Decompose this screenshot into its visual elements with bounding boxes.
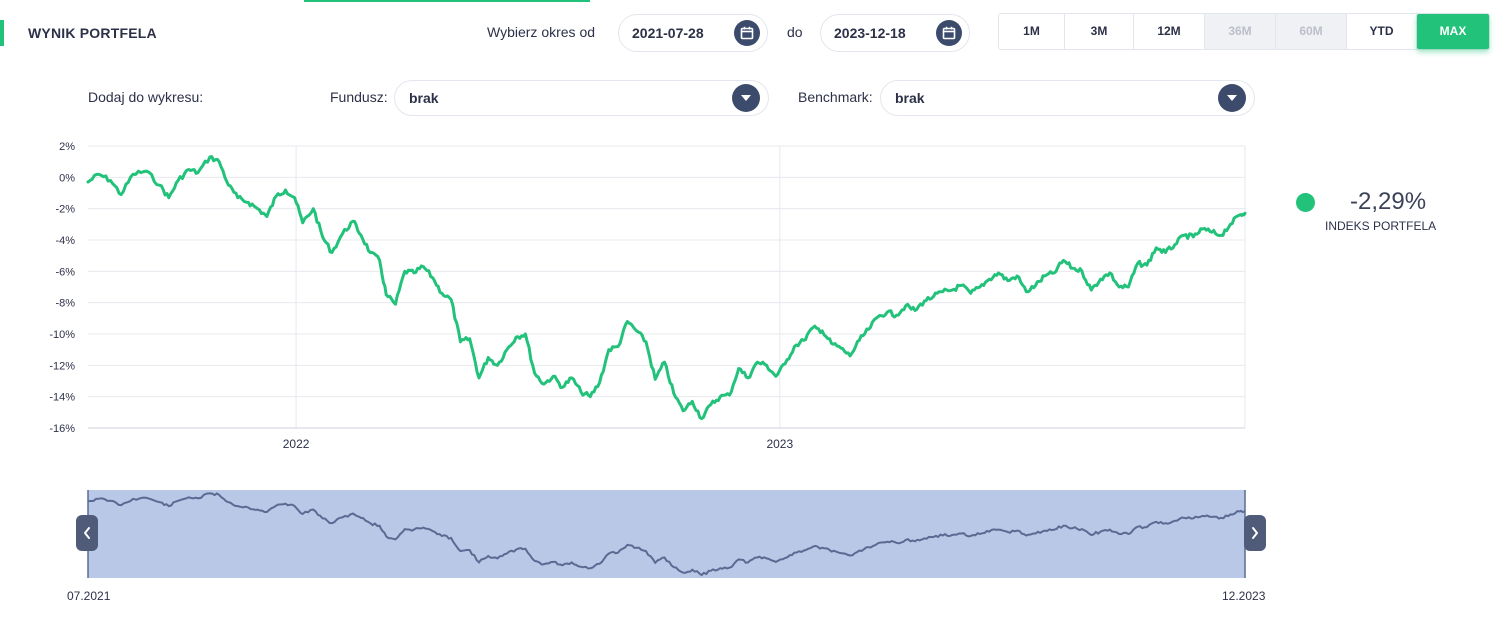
date-from-field[interactable]: 2021-07-28 [618,14,768,52]
benchmark-select[interactable]: brak [880,80,1255,116]
y-tick-label: -14% [49,392,75,404]
navigator-start-label: 07.2021 [67,589,111,603]
title-accent-bar [0,20,4,46]
period-button-max[interactable]: MAX [1417,14,1489,49]
chevron-right-icon [1252,527,1258,539]
date-to-value: 2023-12-18 [834,25,906,41]
fund-select-value: brak [409,90,439,106]
fund-select[interactable]: brak [394,80,769,116]
period-button-3m[interactable]: 3M [1065,14,1134,49]
fund-label: Fundusz: [330,89,388,105]
benchmark-label: Benchmark: [798,89,873,105]
legend-value: -2,29% [1350,188,1427,215]
handle-body [76,515,98,551]
navigator-selection [88,490,1245,578]
period-button-group: 1M 3M 12M 36M 60M YTD MAX [998,13,1490,50]
y-tick-label: -2% [55,204,75,216]
handle-body [1244,515,1266,551]
period-button-ytd[interactable]: YTD [1347,14,1417,49]
date-from-value: 2021-07-28 [632,25,704,41]
calendar-icon[interactable] [734,20,760,46]
top-accent-line [304,0,590,2]
date-to-field[interactable]: 2023-12-18 [820,14,970,52]
x-tick-label: 2022 [283,437,310,451]
y-tick-label: 0% [59,172,75,184]
period-from-label: Wybierz okres od [487,24,596,40]
y-tick-label: -8% [55,298,75,310]
y-tick-label: -12% [49,360,75,372]
chevron-left-icon [84,527,90,539]
period-button-36m: 36M [1205,14,1276,49]
series-line [86,155,1247,421]
x-tick-label: 2023 [766,437,793,451]
page-title: WYNIK PORTFELA [28,25,157,41]
portfolio-line-chart: 2% 0% -2% -4% -6% -8% -10% -12% -14% -16% 2022 2023 [49,141,1247,451]
chevron-down-icon[interactable] [732,84,760,112]
navigator-right-handle[interactable] [1244,515,1266,551]
chevron-down-icon[interactable] [1218,84,1246,112]
navigator-left-handle[interactable] [76,515,98,551]
period-button-60m: 60M [1276,14,1347,49]
y-tick-label: -10% [49,329,75,341]
legend-marker[interactable] [1296,193,1315,212]
calendar-icon[interactable] [936,20,962,46]
y-tick-label: -4% [55,235,75,247]
period-button-1m[interactable]: 1M [999,14,1065,49]
benchmark-select-value: brak [895,90,925,106]
period-button-12m[interactable]: 12M [1134,14,1205,49]
range-navigator[interactable] [0,480,1280,590]
navigator-end-label: 12.2023 [1222,589,1266,603]
y-tick-label: 2% [59,141,75,153]
add-to-chart-label: Dodaj do wykresu: [88,89,204,105]
y-tick-label: -6% [55,266,75,278]
y-tick-label: -16% [49,423,75,435]
date-to-label: do [787,24,803,40]
legend-label: INDEKS PORTFELA [1325,219,1437,233]
navigator-line [87,492,1246,577]
